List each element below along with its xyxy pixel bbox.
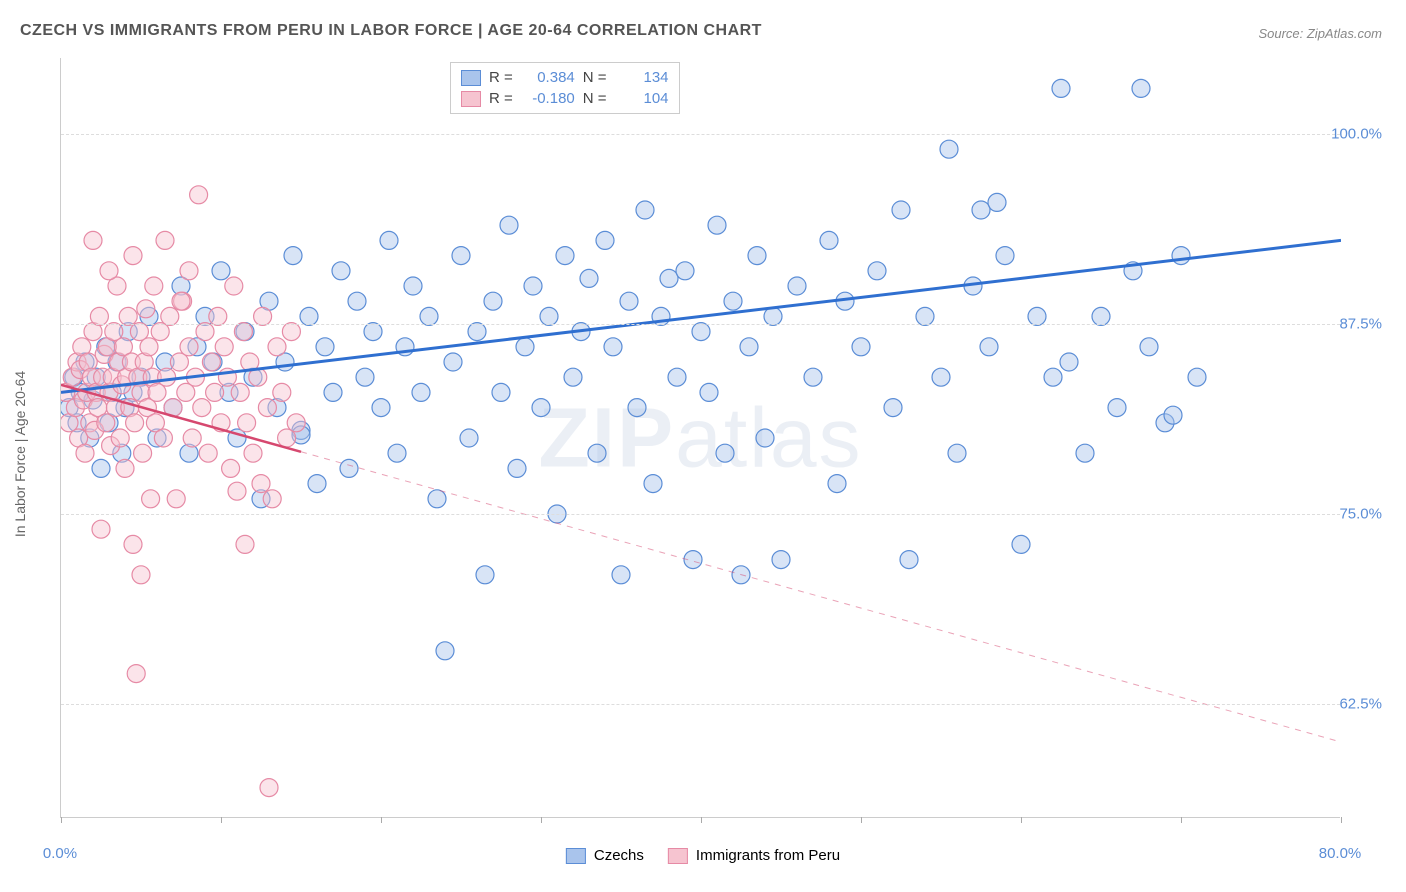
- series-legend: Czechs Immigrants from Peru: [566, 847, 840, 864]
- x-tick-label: 80.0%: [1319, 845, 1362, 862]
- y-tick-label: 87.5%: [1339, 316, 1382, 333]
- legend-label-czechs: Czechs: [594, 847, 644, 864]
- n-label: N =: [583, 69, 607, 86]
- y-tick-label: 62.5%: [1339, 696, 1382, 713]
- correlation-legend: R = 0.384 N = 134 R = -0.180 N = 104: [450, 62, 680, 114]
- x-tick-label: 0.0%: [43, 845, 77, 862]
- legend-label-peru: Immigrants from Peru: [696, 847, 840, 864]
- swatch-peru-icon: [668, 848, 688, 864]
- legend-item-peru: Immigrants from Peru: [668, 847, 840, 864]
- y-axis-label: In Labor Force | Age 20-64: [12, 371, 28, 537]
- y-tick-label: 75.0%: [1339, 506, 1382, 523]
- n-value-czechs: 134: [615, 69, 669, 86]
- r-label: R =: [489, 90, 513, 107]
- swatch-peru: [461, 91, 481, 107]
- r-value-peru: -0.180: [521, 90, 575, 107]
- swatch-czechs: [461, 70, 481, 86]
- swatch-czechs-icon: [566, 848, 586, 864]
- chart-title: CZECH VS IMMIGRANTS FROM PERU IN LABOR F…: [20, 22, 762, 40]
- source-attribution: Source: ZipAtlas.com: [1258, 26, 1382, 41]
- n-value-peru: 104: [615, 90, 669, 107]
- plot-area: ZIPatlas: [60, 58, 1340, 818]
- n-label: N =: [583, 90, 607, 107]
- correlation-chart: CZECH VS IMMIGRANTS FROM PERU IN LABOR F…: [0, 0, 1406, 892]
- r-value-czechs: 0.384: [521, 69, 575, 86]
- y-tick-label: 100.0%: [1331, 126, 1382, 143]
- r-label: R =: [489, 69, 513, 86]
- legend-row-peru: R = -0.180 N = 104: [461, 88, 669, 109]
- legend-item-czechs: Czechs: [566, 847, 644, 864]
- legend-row-czechs: R = 0.384 N = 134: [461, 67, 669, 88]
